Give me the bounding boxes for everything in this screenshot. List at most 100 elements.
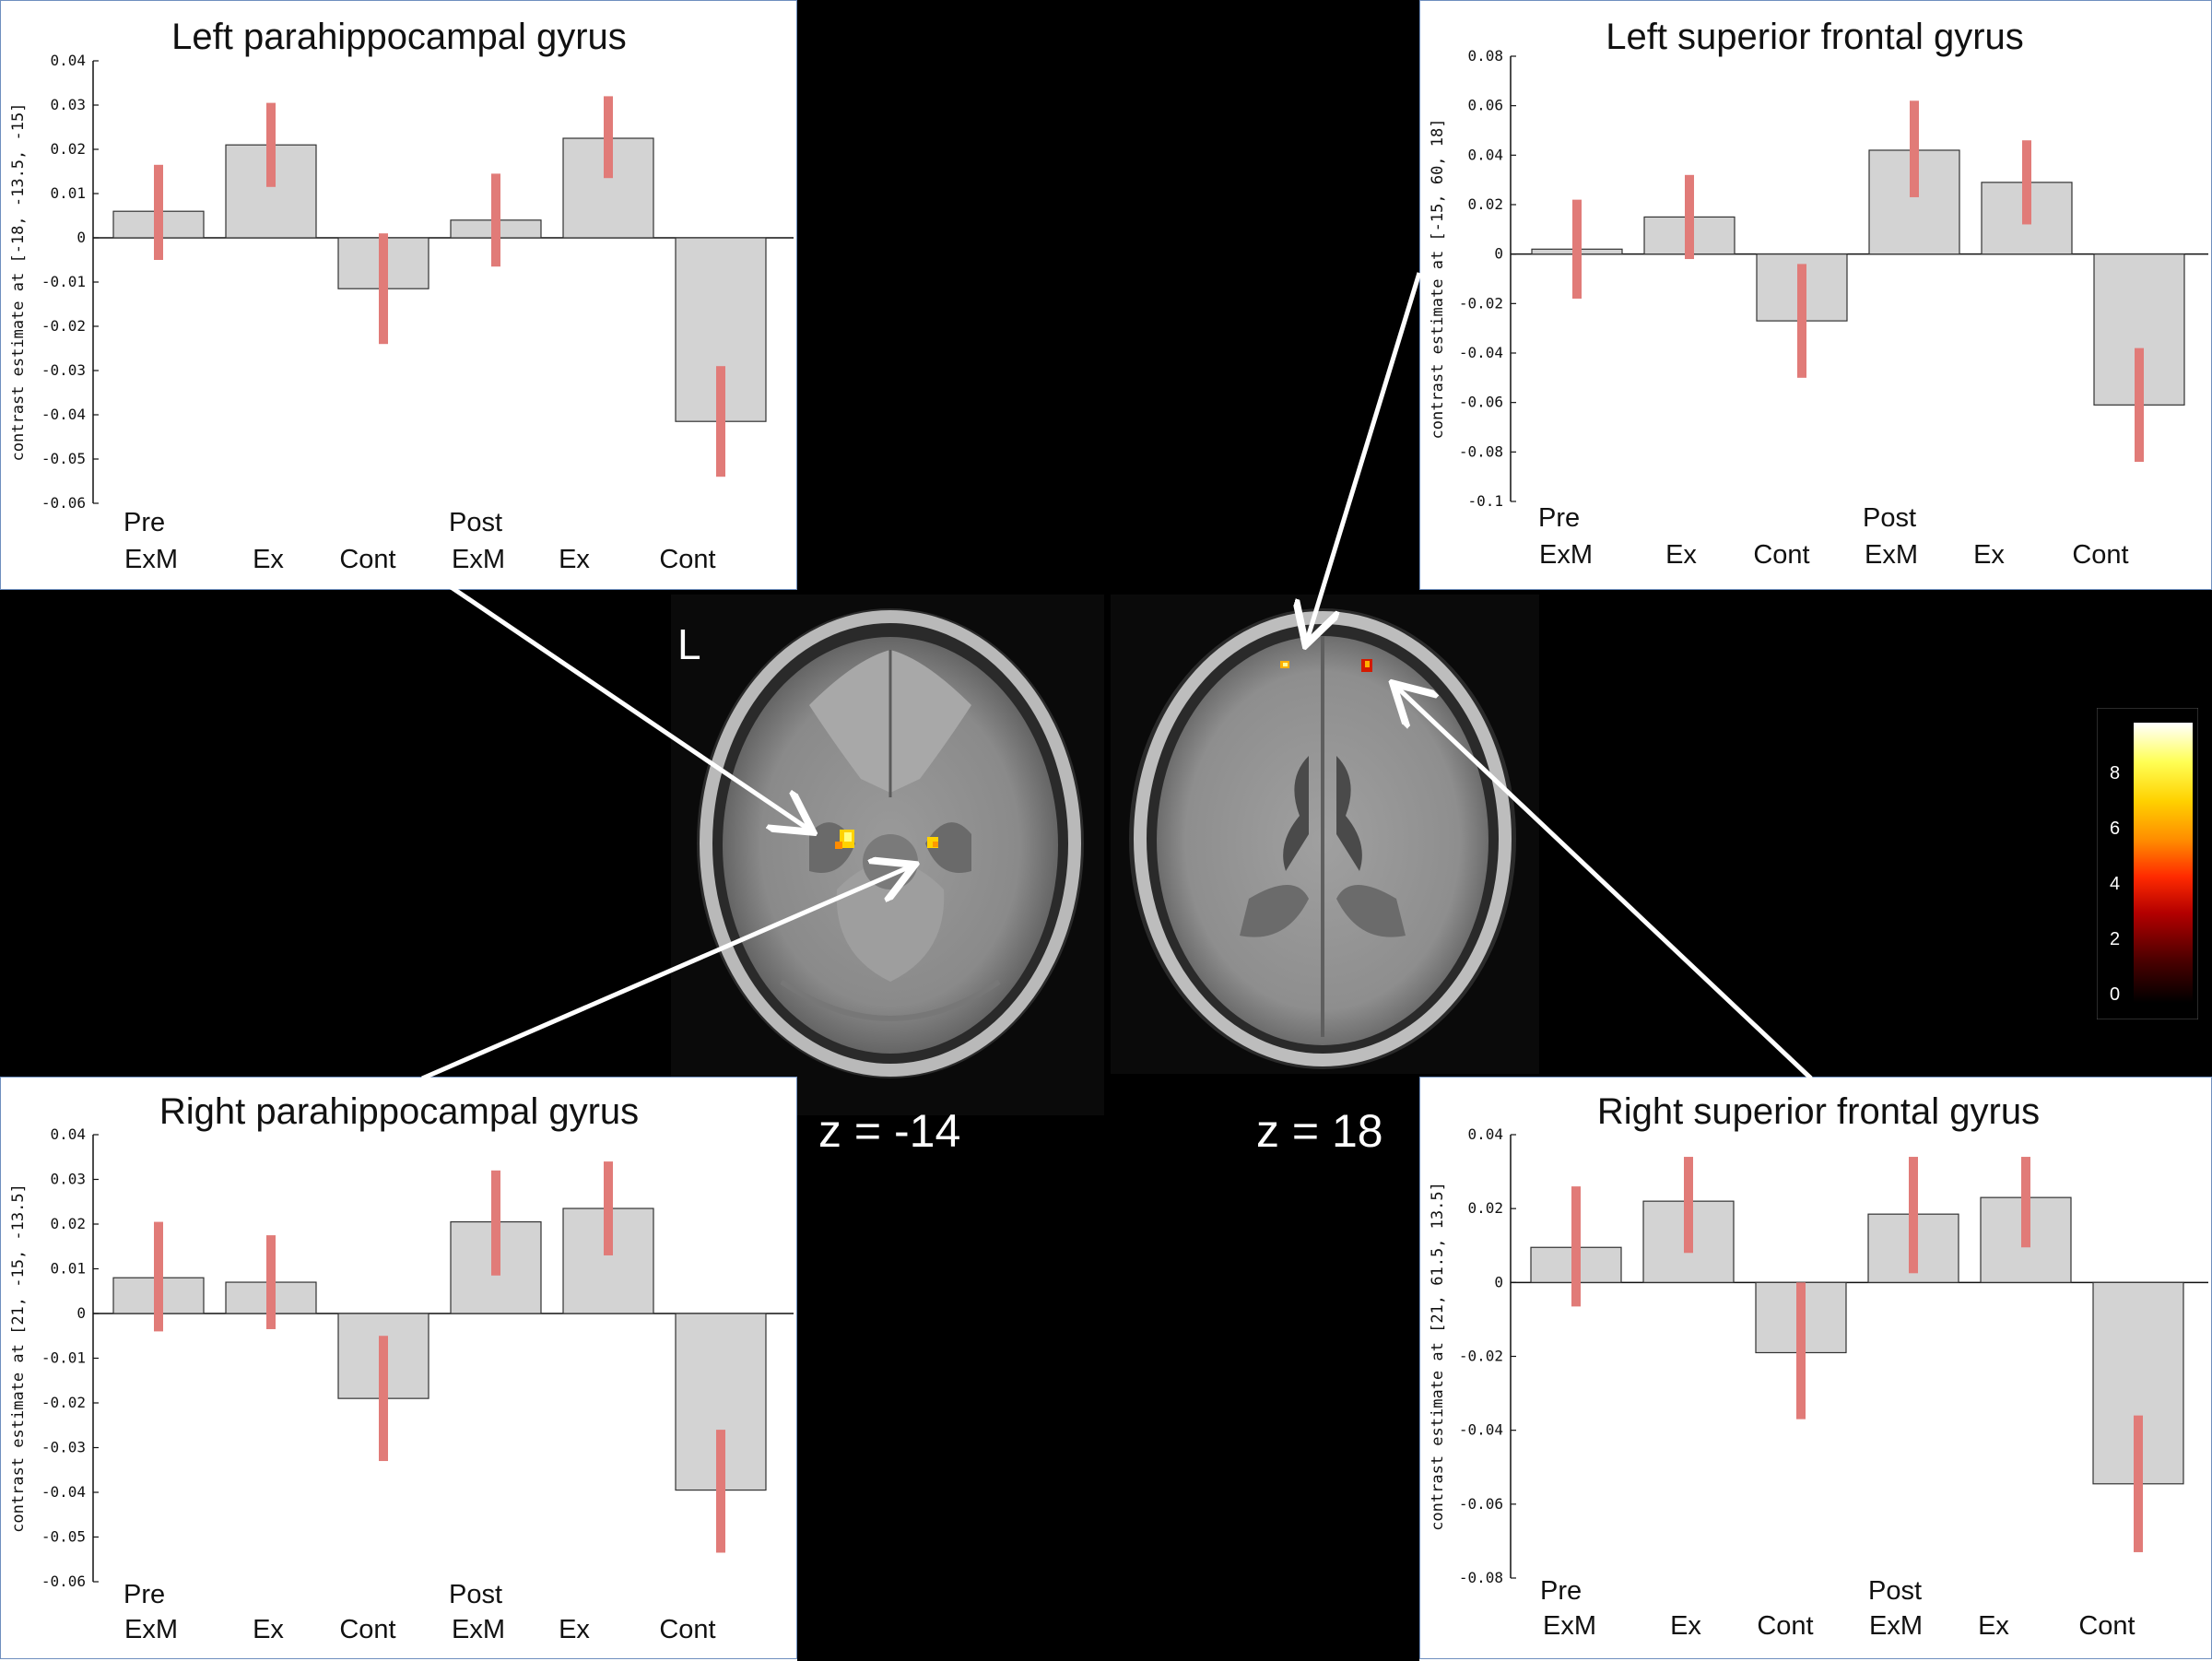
x-category-label: ExM [1539, 540, 1593, 570]
error-bar [266, 102, 276, 187]
y-tick-label: 0.01 [50, 1260, 86, 1278]
error-bar [716, 1430, 725, 1553]
bar [2093, 253, 2185, 406]
y-tick-label: 0.04 [1467, 146, 1503, 163]
group-label-post: Post [1868, 1576, 1922, 1606]
x-category-label: Cont [659, 1615, 715, 1644]
colorbar-svg: 8 6 4 2 0 [2096, 707, 2199, 1020]
y-tick-label: -0.03 [41, 361, 86, 379]
colorbar: 8 6 4 2 0 [2096, 707, 2199, 1020]
x-category-label: Ex [1973, 540, 2005, 570]
error-bar [491, 173, 500, 267]
x-category-label: Cont [339, 1615, 395, 1644]
group-label-post: Post [449, 1580, 502, 1609]
x-category-label: Cont [1753, 540, 1809, 570]
y-tick-label: 0.02 [50, 1215, 86, 1232]
y-tick-label: 0.04 [1467, 1125, 1503, 1143]
y-tick-label: -0.01 [41, 273, 86, 290]
chart-title: Right superior frontal gyrus [1597, 1091, 2040, 1132]
y-tick-label: -0.05 [41, 450, 86, 467]
error-bar [2134, 1415, 2143, 1552]
hemisphere-label: L [677, 620, 701, 668]
x-category-label: Cont [339, 545, 395, 574]
x-category-label: Ex [1665, 540, 1697, 570]
x-category-label: Ex [253, 545, 284, 574]
error-bar [1684, 1157, 1693, 1254]
y-tick-label: -0.06 [41, 1573, 86, 1590]
error-bar [1797, 264, 1806, 378]
chart-panel-left-parahippocampal: Left parahippocampal gyrus 0.04 0.03 0.02 0.… [0, 0, 797, 590]
chart-title: Left superior frontal gyrus [1606, 17, 2024, 57]
y-axis-label: contrast estimate at [-15, 60, 18] [1429, 119, 1447, 440]
colorbar-tick: 0 [2110, 984, 2120, 1005]
error-bar [1572, 199, 1582, 299]
activation-cluster-left-phg [835, 830, 854, 849]
x-category-label: Cont [1757, 1611, 1813, 1641]
y-tick-label: 0.06 [1467, 97, 1503, 114]
x-category-label: ExM [124, 545, 178, 574]
x-category-label: Cont [2072, 540, 2128, 570]
colorbar-tick: 4 [2110, 874, 2120, 894]
activation-cluster-right-phg [927, 837, 938, 848]
chart-svg: Right superior frontal gyrus 0.04 0.02 0 -0.… [1429, 1091, 2208, 1641]
chart-panel-right-superior-frontal: Right superior frontal gyrus 0.04 0.02 0 -0.… [1419, 1077, 2212, 1659]
chart-title: Left parahippocampal gyrus [171, 17, 627, 57]
y-tick-label: -0.04 [1459, 1421, 1503, 1439]
group-label-pre: Pre [124, 508, 165, 537]
y-tick-label: 0 [1494, 1273, 1503, 1290]
group-label-pre: Pre [1538, 503, 1580, 533]
error-bar [2021, 1157, 2030, 1248]
x-category-label: Cont [2078, 1611, 2135, 1641]
y-tick-label: 0.02 [1467, 195, 1503, 213]
y-tick-label: -0.04 [41, 406, 86, 423]
middle-black-band [0, 586, 2212, 1077]
x-category-label: ExM [1543, 1611, 1596, 1641]
y-tick-label: -0.1 [1467, 492, 1503, 510]
group-label-post: Post [449, 508, 502, 537]
error-bar [604, 96, 613, 179]
y-tick-label: -0.02 [1459, 294, 1503, 312]
y-tick-label: 0.02 [50, 140, 86, 158]
x-category-label: Ex [1670, 1611, 1701, 1641]
error-bar [2135, 348, 2144, 463]
error-bar [1571, 1186, 1581, 1307]
x-category-label: ExM [452, 545, 505, 574]
y-tick-label: 0.02 [1467, 1199, 1503, 1217]
chart-svg: Left superior frontal gyrus 0.08 0.06 0.04 0… [1429, 17, 2208, 570]
y-tick-label: 0 [76, 229, 86, 246]
y-tick-label: -0.02 [41, 1394, 86, 1411]
colorbar-gradient [2134, 723, 2193, 1003]
y-tick-label: -0.06 [1459, 394, 1503, 411]
chart-svg: Left parahippocampal gyrus 0.04 0.03 0.02 0.… [9, 17, 794, 574]
x-category-label: Ex [559, 545, 590, 574]
activation-cluster-right-sfg [1361, 659, 1372, 672]
group-label-pre: Pre [1540, 1576, 1582, 1606]
x-category-label: Cont [659, 545, 715, 574]
y-tick-label: -0.02 [1459, 1348, 1503, 1365]
error-bar [2022, 140, 2031, 225]
y-tick-label: 0 [1494, 245, 1503, 263]
error-bar [1909, 1157, 1918, 1274]
error-bar [604, 1161, 613, 1255]
group-label-post: Post [1863, 503, 1916, 533]
y-tick-label: -0.06 [1459, 1495, 1503, 1513]
y-tick-label: -0.06 [41, 494, 86, 512]
x-category-label: ExM [452, 1615, 505, 1644]
error-bar [1910, 100, 1919, 197]
y-tick-label: -0.04 [41, 1483, 86, 1501]
error-bar [154, 1221, 163, 1332]
colorbar-tick: 8 [2110, 763, 2120, 783]
slice-label-z-minus-14: z = -14 [818, 1105, 960, 1157]
y-tick-label: 0 [76, 1304, 86, 1322]
y-tick-label: 0.04 [50, 52, 86, 69]
y-tick-label: -0.05 [41, 1528, 86, 1546]
chart-panel-left-superior-frontal: Left superior frontal gyrus 0.08 0.06 0.04 0… [1419, 0, 2212, 590]
error-bar [154, 164, 163, 260]
chart-panel-right-parahippocampal: Right parahippocampal gyrus 0.04 0.03 0.02 0… [0, 1077, 797, 1659]
y-tick-label: -0.02 [41, 317, 86, 335]
x-category-label: ExM [1865, 540, 1918, 570]
y-tick-label: -0.08 [1459, 442, 1503, 460]
colorbar-tick: 6 [2110, 819, 2120, 839]
error-bar [266, 1235, 276, 1329]
error-bar [379, 233, 388, 345]
